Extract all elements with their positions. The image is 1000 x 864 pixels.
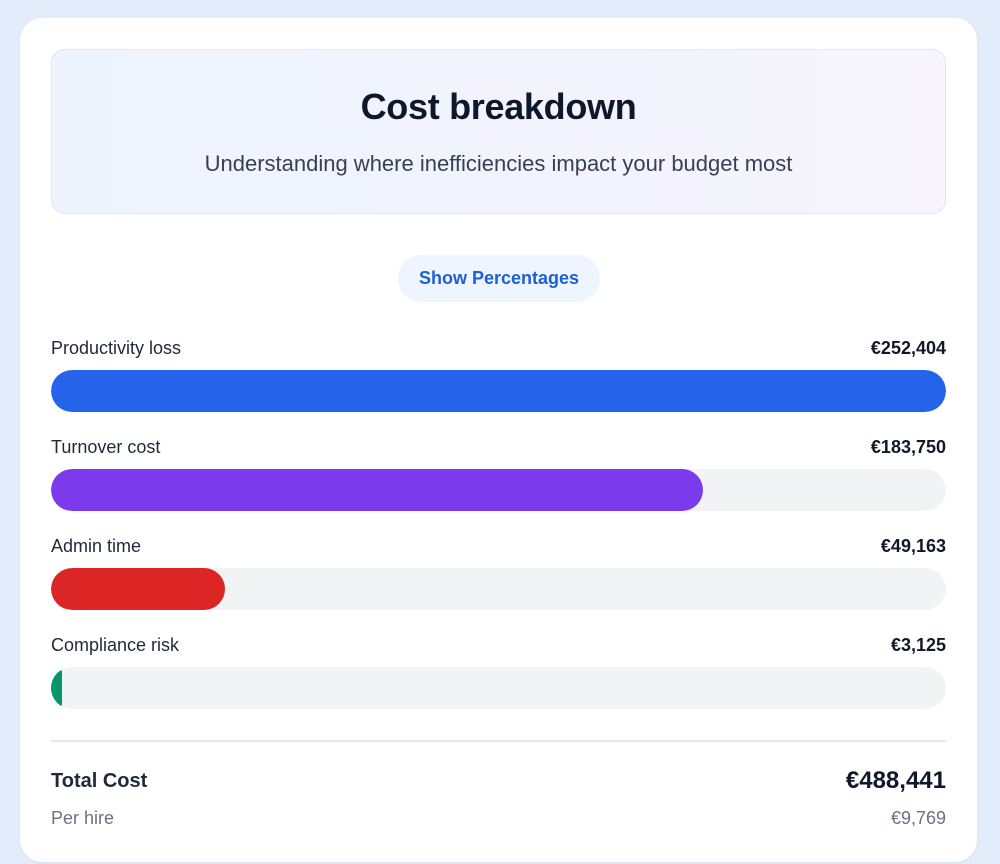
cost-bar-fill	[51, 667, 63, 709]
cost-bar-track	[51, 370, 946, 412]
page-subtitle: Understanding where inefficiencies impac…	[204, 151, 793, 176]
cost-row-admin-time: Admin time €49,163	[51, 536, 946, 616]
cost-row-label: Productivity loss	[51, 338, 182, 358]
cost-row-value: €183,750	[870, 437, 946, 457]
cost-bar-track	[51, 667, 946, 709]
cost-row-compliance-risk: Compliance risk €3,125	[51, 635, 946, 715]
cost-breakdown-card: Cost breakdown Understanding where ineff…	[20, 18, 977, 862]
cost-row-label: Compliance risk	[51, 635, 180, 655]
cost-row-value: €49,163	[880, 536, 946, 556]
cost-bar-fill	[51, 568, 226, 610]
cost-bar-fill	[51, 469, 703, 511]
cost-bar-track	[51, 469, 946, 511]
cost-row-value: €252,404	[870, 338, 946, 358]
cost-row-productivity-loss: Productivity loss €252,404	[51, 338, 946, 418]
cost-row-label: Turnover cost	[51, 437, 161, 457]
header-panel: Cost breakdown Understanding where ineff…	[51, 49, 946, 214]
show-percentages-button[interactable]: Show Percentages	[398, 255, 600, 302]
summary-divider	[51, 740, 946, 742]
total-cost-label: Total Cost	[51, 770, 148, 792]
total-cost-value: €488,441	[845, 767, 946, 794]
cost-row-label: Admin time	[51, 536, 142, 556]
cost-row-turnover-cost: Turnover cost €183,750	[51, 437, 946, 517]
per-hire-label: Per hire	[51, 808, 115, 828]
cost-bar-fill	[51, 370, 946, 412]
cost-row-value: €3,125	[890, 635, 946, 655]
cost-bar-track	[51, 568, 946, 610]
per-hire-value: €9,769	[890, 808, 946, 828]
page-title: Cost breakdown	[360, 86, 637, 127]
